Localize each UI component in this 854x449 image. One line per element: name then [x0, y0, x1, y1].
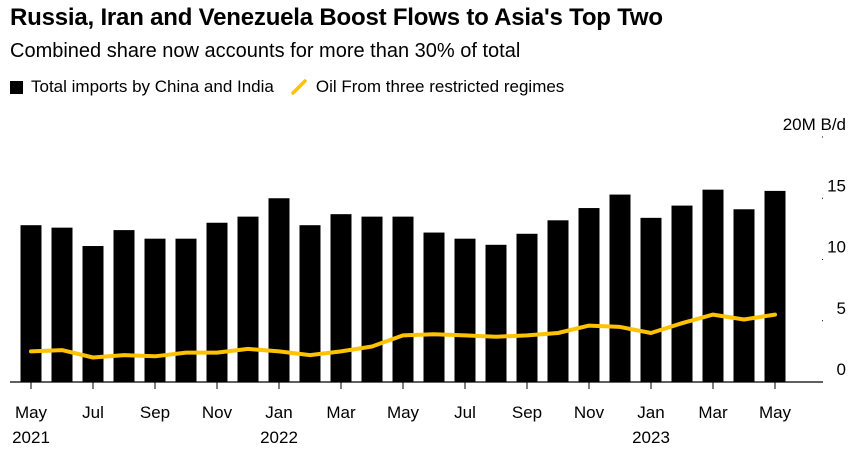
x-tick-label: Mar	[326, 403, 356, 422]
bar	[392, 216, 414, 382]
x-tick-label: May	[15, 403, 48, 422]
x-tick-label: Sep	[140, 403, 170, 422]
legend-line-label: Oil From three restricted regimes	[315, 77, 565, 96]
x-tick-label: Jul	[82, 403, 104, 422]
bar	[640, 217, 662, 382]
y-tick-label: 20M B/d	[783, 115, 846, 134]
bar	[485, 244, 507, 382]
x-year-label: 2023	[632, 428, 670, 447]
bar	[113, 230, 135, 382]
bar	[82, 246, 104, 382]
bar	[361, 216, 383, 382]
bar	[206, 222, 228, 382]
bar	[330, 214, 352, 382]
x-year-label: 2022	[260, 428, 298, 447]
x-tick-label: Mar	[698, 403, 728, 422]
bar	[733, 209, 755, 382]
bar	[547, 220, 569, 382]
x-tick-label: Nov	[202, 403, 233, 422]
bar	[237, 216, 259, 382]
x-tick-label: Jul	[454, 403, 476, 422]
y-tick-label: 10	[827, 238, 846, 257]
legend-bar-swatch	[10, 80, 23, 94]
y-tick-label: 0	[837, 360, 846, 379]
x-tick-label: May	[387, 403, 420, 422]
bar	[299, 225, 321, 382]
y-tick-label: 15	[827, 176, 846, 195]
bar	[578, 208, 600, 382]
chart-subtitle: Combined share now accounts for more tha…	[10, 40, 521, 62]
x-year-label: 2021	[12, 428, 50, 447]
legend: Total imports by China and India Oil Fro…	[10, 77, 564, 97]
legend-line-swatch	[291, 79, 307, 95]
bar	[268, 198, 290, 382]
bar	[609, 194, 631, 382]
bar	[764, 190, 786, 382]
bar	[20, 225, 42, 382]
legend-bars-label: Total imports by China and India	[31, 77, 274, 96]
bar	[144, 238, 166, 382]
bar	[175, 238, 197, 382]
x-tick-label: Jan	[265, 403, 292, 422]
x-tick-label: Jan	[637, 403, 664, 422]
x-tick-label: Sep	[512, 403, 542, 422]
x-tick-label: May	[759, 403, 792, 422]
bar	[51, 227, 73, 382]
x-tick-label: Nov	[574, 403, 605, 422]
bar	[423, 232, 445, 382]
bar	[702, 189, 724, 382]
chart-title: Russia, Iran and Venezuela Boost Flows t…	[10, 4, 663, 31]
bar	[454, 238, 476, 382]
y-tick-label: 5	[837, 299, 846, 318]
bar	[671, 205, 693, 382]
bar	[516, 233, 538, 382]
